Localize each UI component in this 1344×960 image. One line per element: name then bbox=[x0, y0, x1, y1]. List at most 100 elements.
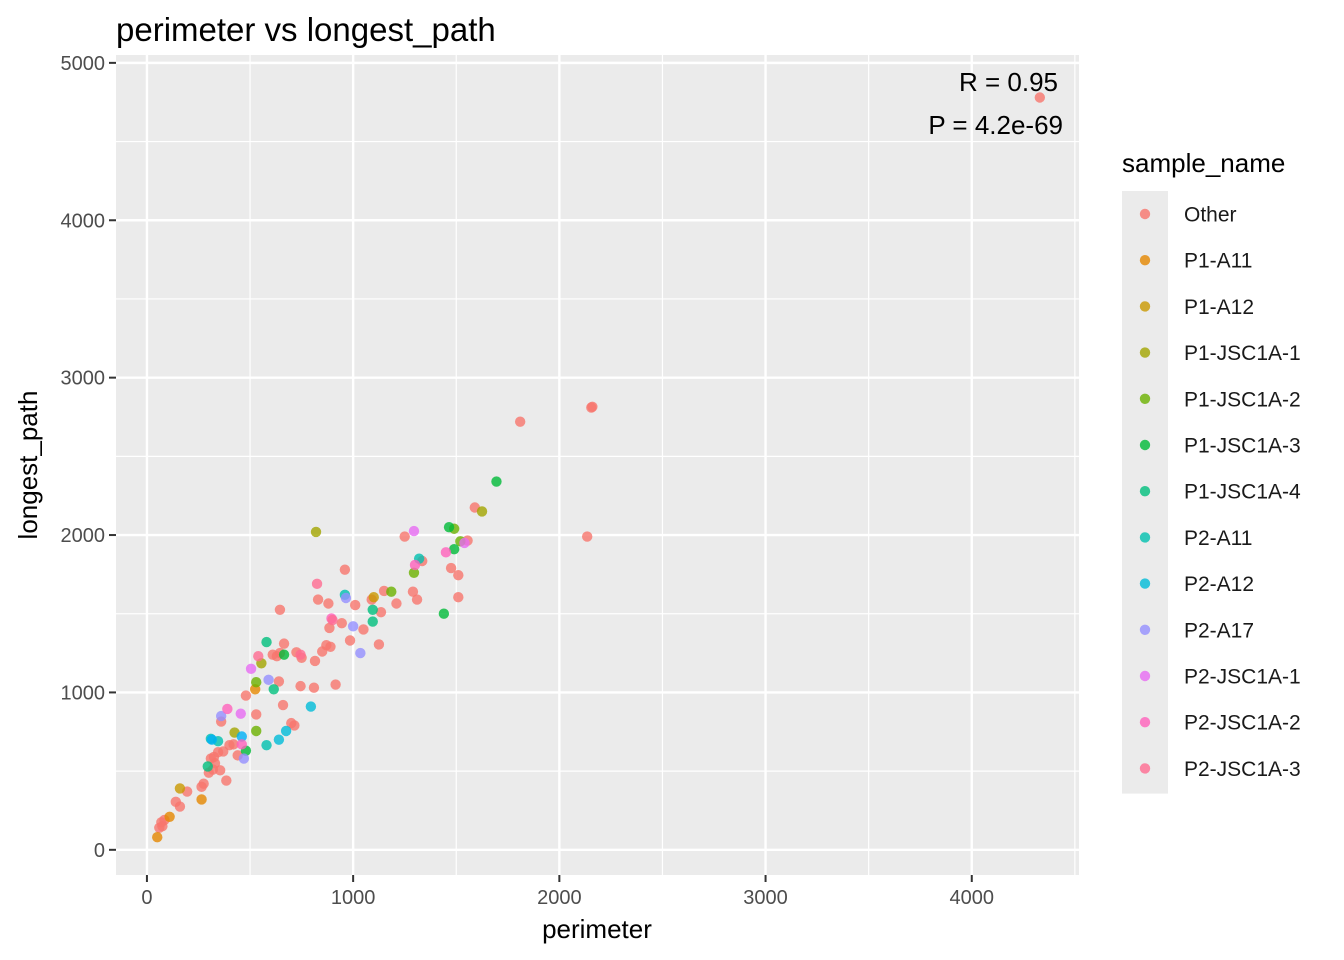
point-other bbox=[154, 822, 165, 833]
legend-key-p2-jsc1a-1 bbox=[1139, 670, 1151, 682]
point-other bbox=[286, 717, 297, 729]
point-p2-a17 bbox=[236, 731, 247, 742]
point-p1-jsc1a-4 bbox=[261, 636, 272, 648]
x-tick-label: 0 bbox=[141, 887, 152, 909]
point-p1-jsc1a-3 bbox=[443, 521, 455, 533]
x-axis-title: perimeter bbox=[542, 914, 652, 944]
point-p1-jsc1a-3 bbox=[278, 649, 290, 660]
point-other bbox=[453, 592, 464, 603]
point-other bbox=[308, 682, 320, 693]
point-p1-jsc1a-4 bbox=[367, 604, 378, 615]
legend-label-p1-jsc1a-4: P1-JSC1A-4 bbox=[1184, 481, 1301, 504]
point-p2-jsc1a-3 bbox=[327, 614, 338, 626]
point-other bbox=[317, 646, 328, 657]
legend-label-p2-jsc1a-2: P2-JSC1A-2 bbox=[1184, 712, 1301, 735]
point-p1-jsc1a-2 bbox=[386, 586, 397, 597]
point-p2-a17 bbox=[263, 674, 274, 686]
legend-label-p2-a11: P2-A11 bbox=[1184, 527, 1253, 550]
y-tick-label: 3000 bbox=[61, 368, 106, 390]
legend-key-p2-a11 bbox=[1139, 532, 1151, 543]
point-other bbox=[1034, 92, 1046, 103]
legend-key-p1-jsc1a-1 bbox=[1139, 347, 1151, 358]
y-tick-label: 0 bbox=[94, 840, 105, 862]
point-other bbox=[221, 775, 232, 786]
point-p2-a11 bbox=[261, 739, 272, 751]
plot-panel-background bbox=[116, 55, 1079, 875]
point-other bbox=[391, 598, 402, 609]
point-other bbox=[267, 649, 278, 660]
legend-key-p2-jsc1a-3 bbox=[1139, 763, 1151, 774]
point-p1-jsc1a-3 bbox=[448, 544, 460, 555]
point-other bbox=[411, 594, 423, 605]
plot-panel: R = 0.95 P = 4.2e-69 bbox=[116, 55, 1079, 875]
point-p1-jsc1a-4 bbox=[367, 616, 378, 627]
legend-label-p2-a12: P2-A12 bbox=[1184, 573, 1254, 596]
point-p1-jsc1a-2 bbox=[408, 567, 420, 579]
y-axis-title: longest_path bbox=[13, 391, 43, 540]
point-other bbox=[375, 606, 387, 618]
legend-label-p2-jsc1a-1: P2-JSC1A-1 bbox=[1184, 666, 1301, 689]
point-p1-jsc1a-1 bbox=[476, 506, 488, 517]
point-p2-jsc1a-1 bbox=[408, 525, 420, 537]
legend-key-p2-a17 bbox=[1139, 624, 1151, 635]
legend-label-p1-jsc1a-3: P1-JSC1A-3 bbox=[1184, 435, 1301, 458]
point-p1-jsc1a-4 bbox=[202, 761, 213, 772]
point-p2-a17 bbox=[206, 734, 218, 745]
legend-items: Other P1-A11 P1-A12 P1-JSC1A-1 P1-JSC1A-2 P1-… bbox=[1122, 191, 1301, 794]
point-p2-a17 bbox=[238, 753, 250, 764]
data-points bbox=[152, 92, 1046, 843]
major-grid bbox=[116, 55, 1079, 875]
legend-key-other bbox=[1139, 208, 1151, 220]
y-tick-label: 5000 bbox=[61, 53, 106, 75]
point-p1-jsc1a-2 bbox=[251, 676, 262, 688]
legend-label-other: Other bbox=[1184, 204, 1237, 227]
point-other bbox=[295, 680, 306, 692]
point-p2-jsc1a-2 bbox=[236, 739, 247, 750]
legend: sample_name Other P1-A11 P1-A12 P1-JSC1A-1 P… bbox=[1122, 148, 1301, 794]
point-p1-jsc1a-4 bbox=[268, 684, 279, 695]
legend-label-p2-a17: P2-A17 bbox=[1184, 619, 1254, 642]
point-p1-jsc1a-2 bbox=[251, 725, 262, 737]
point-p2-jsc1a-2 bbox=[409, 559, 421, 571]
point-other bbox=[240, 690, 252, 701]
legend-key-p2-a12 bbox=[1139, 578, 1151, 589]
point-p2-a17 bbox=[215, 710, 227, 722]
legend-key-p2-jsc1a-2 bbox=[1139, 717, 1151, 728]
point-p2-a17 bbox=[347, 621, 359, 632]
point-other bbox=[373, 639, 385, 650]
point-other bbox=[586, 402, 597, 413]
legend-label-p1-jsc1a-1: P1-JSC1A-1 bbox=[1184, 342, 1301, 365]
point-p1-a11 bbox=[196, 794, 207, 805]
point-other bbox=[581, 531, 593, 542]
minor-grid bbox=[116, 55, 1079, 875]
legend-key-p1-jsc1a-2 bbox=[1139, 393, 1151, 404]
point-other bbox=[170, 796, 182, 808]
point-other bbox=[407, 586, 419, 597]
point-p1-a11 bbox=[164, 811, 175, 822]
point-other bbox=[358, 624, 369, 635]
point-other bbox=[251, 709, 262, 720]
chart-title: perimeter vs longest_path bbox=[116, 11, 496, 48]
point-p1-jsc1a-1 bbox=[310, 526, 322, 538]
point-other bbox=[514, 416, 526, 427]
point-other bbox=[277, 699, 289, 711]
x-tick-label: 3000 bbox=[743, 887, 788, 909]
point-other bbox=[399, 531, 410, 542]
point-p1-a12 bbox=[368, 592, 379, 603]
point-p2-jsc1a-2 bbox=[222, 703, 233, 715]
point-p2-jsc1a-3 bbox=[295, 649, 306, 660]
y-axis: 0 1000 2000 3000 4000 5000 bbox=[61, 53, 116, 862]
point-other bbox=[324, 622, 335, 634]
legend-label-p1-jsc1a-2: P1-JSC1A-2 bbox=[1184, 388, 1301, 411]
point-p2-jsc1a-1 bbox=[235, 708, 246, 719]
point-other bbox=[196, 781, 207, 793]
point-other bbox=[350, 599, 361, 611]
point-other bbox=[445, 562, 457, 574]
point-other bbox=[323, 598, 334, 609]
legend-key-p1-jsc1a-3 bbox=[1139, 439, 1151, 451]
point-other bbox=[273, 676, 285, 687]
point-other bbox=[278, 638, 290, 649]
legend-key-p1-jsc1a-4 bbox=[1139, 486, 1151, 497]
point-other bbox=[336, 617, 347, 629]
y-tick-label: 4000 bbox=[61, 210, 106, 232]
